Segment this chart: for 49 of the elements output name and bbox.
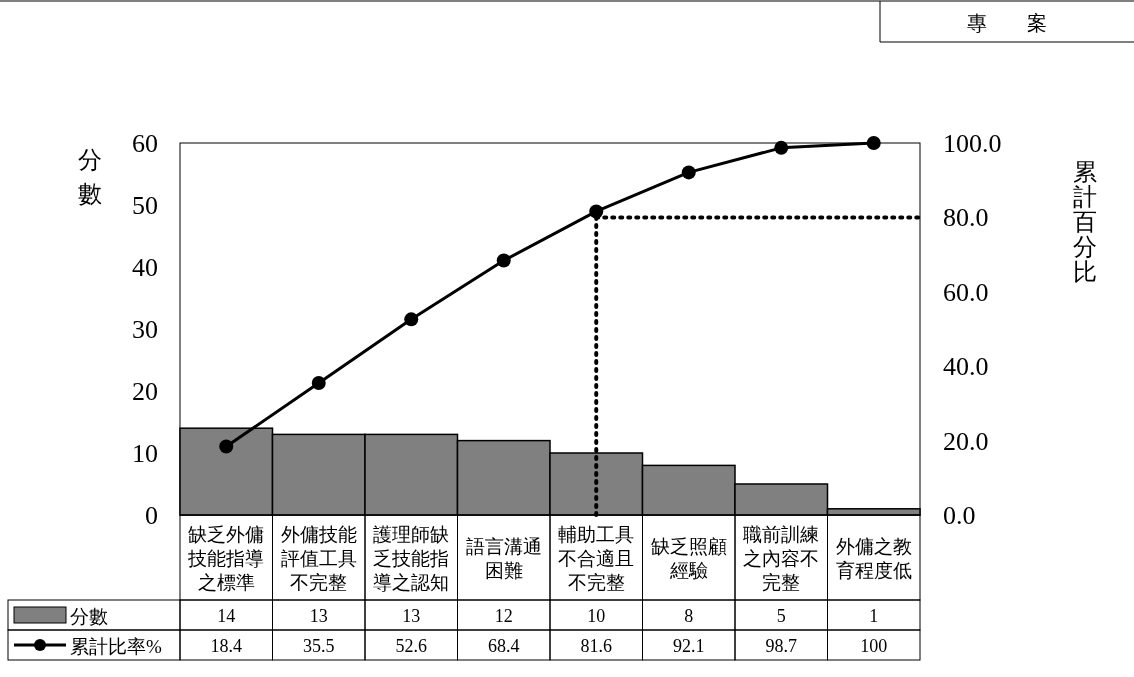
y2-axis-title: 累計百分比: [1073, 159, 1097, 285]
point: [404, 312, 419, 327]
legend-label: 分數: [70, 606, 108, 627]
y2-tick-label: 20.0: [943, 426, 989, 456]
y-tick-label: 50: [132, 191, 158, 220]
data-label: 92.1: [673, 636, 705, 656]
data-label: 14: [217, 606, 236, 626]
data-label: 8: [684, 606, 694, 626]
y2-tick-label: 0.0: [943, 501, 976, 530]
x-tick-label: 輔助工具不合適且不完整: [558, 523, 635, 593]
x-tick-label: 外傭技能評值工具不完整: [280, 523, 357, 593]
y2-tick-label: 100.0: [943, 129, 1002, 158]
y2-tick-label: 40.0: [943, 352, 989, 382]
data-label: 1: [869, 606, 879, 626]
y2-tick-label: 60.0: [943, 277, 989, 307]
legend-label: 累計比率%: [70, 636, 162, 657]
text: 專 案: [967, 12, 1047, 34]
y-tick-label: 40: [132, 253, 158, 282]
x-tick-label: 語言溝通困難: [465, 535, 542, 581]
data-label: 35.5: [303, 636, 335, 656]
data-label: 52.6: [395, 636, 427, 656]
data-label: 10: [587, 606, 606, 626]
data-label: 12: [494, 606, 513, 626]
point: [681, 165, 696, 180]
data-label: 18.4: [210, 636, 242, 656]
data-label: 13: [309, 606, 328, 626]
data-label: 68.4: [488, 636, 520, 656]
x-tick-label: 職前訓練之內容不完整: [743, 523, 820, 593]
x-tick-label: 外傭之教育程度低: [835, 535, 912, 581]
point: [774, 140, 789, 155]
y-axis-title: 分數: [78, 147, 102, 207]
y-tick-label: 30: [132, 315, 158, 344]
y2-tick-label: 80.0: [943, 203, 989, 233]
x-tick-label: 缺乏外傭技能指導之標準: [187, 523, 265, 593]
data-label: 100: [860, 636, 888, 656]
point: [219, 439, 234, 454]
y-tick-label: 0: [145, 501, 158, 530]
x-tick-label: 護理師缺乏技能指導之認知: [373, 523, 450, 593]
point: [496, 253, 511, 268]
data-label: 98.7: [765, 636, 797, 656]
point: [311, 375, 326, 390]
data-label: 13: [402, 606, 421, 626]
y-tick-label: 60: [132, 129, 158, 158]
y-tick-label: 20: [132, 377, 158, 406]
data-label: 81.6: [580, 636, 612, 656]
point: [866, 136, 881, 150]
data-label: 5: [776, 606, 786, 626]
y-tick-label: 10: [132, 439, 158, 468]
x-tick-label: 缺乏照顧經驗: [650, 535, 727, 581]
